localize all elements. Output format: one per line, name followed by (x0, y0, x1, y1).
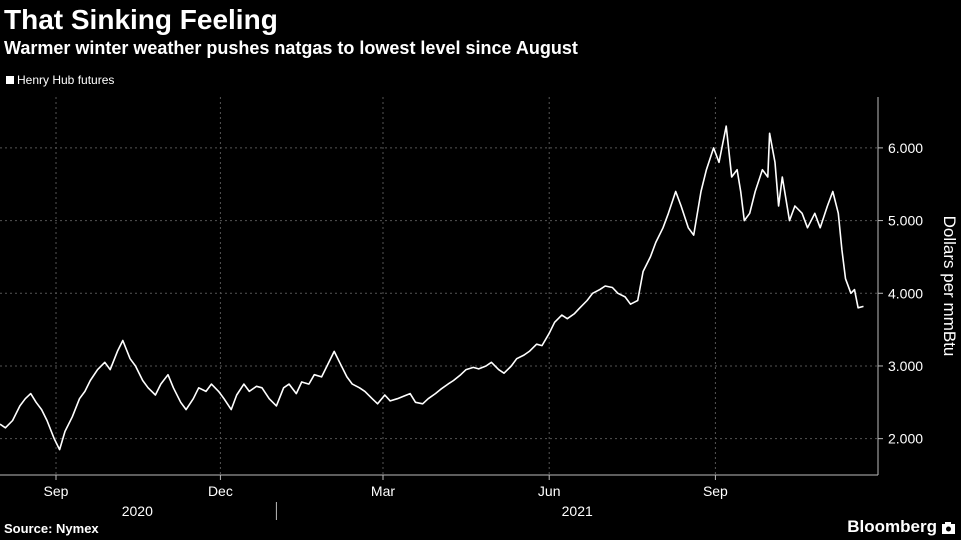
legend-swatch (6, 76, 14, 84)
chart-title: That Sinking Feeling (4, 4, 278, 35)
x-tick-label: Mar (371, 483, 395, 499)
brand-logo: Bloomberg (847, 517, 937, 536)
y-tick-label: 4.000 (888, 285, 923, 301)
camera-icon (942, 522, 955, 534)
legend-label: Henry Hub futures (17, 73, 115, 87)
y-tick-label: 3.000 (888, 358, 923, 374)
year-label: 2020 (122, 503, 153, 519)
y-axis-label: Dollars per mmBtu (940, 216, 959, 357)
series-layer (0, 125, 864, 451)
y-tick-label: 2.000 (888, 431, 923, 447)
axis-layer: 2.000 3.000 4.000 5.000 6.000 Sep Dec Mar Jun Sep… (0, 97, 959, 520)
series-line-henry-hub (0, 125, 864, 451)
y-tick-label: 5.000 (888, 213, 923, 229)
x-tick-label: Sep (703, 483, 728, 499)
year-label: 2021 (562, 503, 593, 519)
y-tick-label: 6.000 (888, 140, 923, 156)
grid-layer (0, 97, 878, 475)
chart-subtitle: Warmer winter weather pushes natgas to l… (4, 38, 578, 58)
x-tick-label: Sep (44, 483, 69, 499)
x-tick-label: Jun (538, 483, 561, 499)
source-note: Source: Nymex (4, 521, 99, 536)
x-tick-label: Dec (208, 483, 233, 499)
legend: Henry Hub futures (6, 73, 114, 87)
